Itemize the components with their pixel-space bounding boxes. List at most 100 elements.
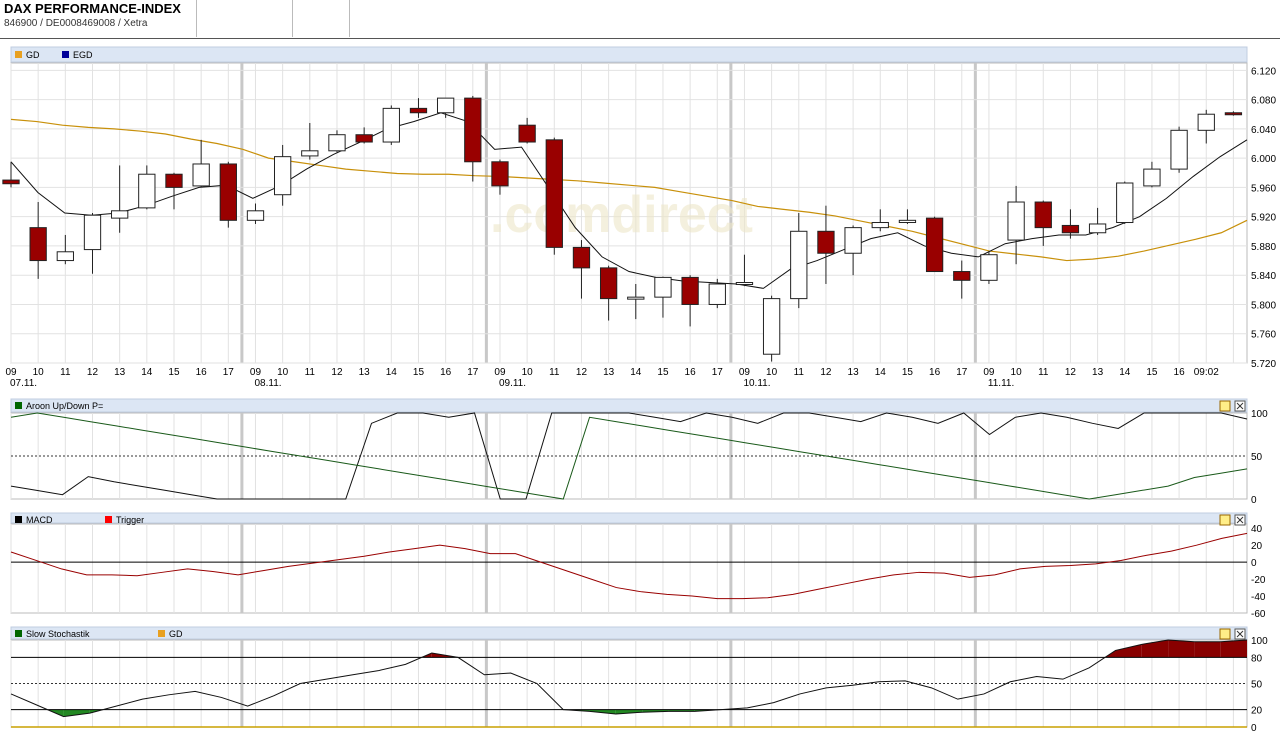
x-tick-label: 09 (5, 367, 17, 378)
candle-body (871, 222, 889, 229)
legend-label: MACD (26, 515, 53, 525)
gd-series-line (10, 118, 1248, 262)
candle-body (1088, 223, 1107, 234)
x-tick-label: 11 (305, 367, 316, 378)
y-tick-label: 5.840 (1251, 271, 1276, 282)
candle-body (1143, 168, 1161, 187)
header-divider (196, 0, 197, 37)
panel-header (10, 398, 1248, 413)
y-tick-label: 5.960 (1251, 183, 1276, 194)
panel-header (10, 512, 1248, 524)
candle-body (328, 134, 346, 152)
candle-body (817, 230, 835, 254)
y-tick-label: 50 (1251, 680, 1263, 691)
candle-body (599, 267, 618, 300)
candle-body (654, 276, 672, 298)
overbought-zone (1115, 644, 1142, 658)
candle-body (2, 179, 20, 185)
panel-title: Aroon Up/Down P= (26, 401, 103, 411)
y-tick-label: 80 (1251, 653, 1263, 664)
panel-settings-icon (1219, 514, 1231, 526)
legend-swatch (15, 402, 22, 409)
plot-area (10, 523, 1248, 614)
candle-body (355, 134, 373, 143)
y-tick-label: 100 (1251, 409, 1268, 420)
legend-swatch (15, 630, 22, 637)
candle-body (844, 227, 862, 254)
x-tick-label: 14 (1119, 367, 1131, 378)
candle-body (83, 214, 102, 251)
panel-header (10, 46, 1248, 63)
x-tick-label: 15 (1146, 367, 1158, 378)
x-tick-label: 10 (277, 367, 289, 378)
x-tick-label: 09:02 (1194, 367, 1219, 378)
y-tick-label: 6.040 (1251, 125, 1276, 136)
y-tick-label: 50 (1251, 452, 1263, 463)
legend-label: Trigger (116, 515, 144, 525)
candle-body (681, 276, 699, 305)
x-tick-label: 12 (576, 367, 588, 378)
x-tick-label: 14 (875, 367, 887, 378)
oversold-zone (615, 709, 643, 714)
y-tick-label: 5.880 (1251, 242, 1276, 253)
x-tick-label: 17 (223, 367, 235, 378)
legend-swatch (105, 516, 112, 523)
panel-header (10, 626, 1248, 640)
candle-body (1061, 224, 1080, 234)
x-tick-label: 15 (657, 367, 669, 378)
instrument-title: DAX PERFORMANCE-INDEX (4, 1, 181, 16)
candle-body (138, 173, 156, 209)
overbought-zone (1141, 640, 1169, 658)
candle-body (1034, 201, 1052, 229)
candle-body (1007, 201, 1025, 241)
overbought-zone (1220, 640, 1247, 658)
x-date-label: 10.11. (743, 378, 770, 389)
aroon-up-line (10, 412, 1248, 500)
y-tick-label: 100 (1251, 636, 1268, 647)
candle-body (409, 107, 428, 114)
x-tick-label: 17 (956, 367, 968, 378)
candle-body (1116, 182, 1134, 224)
x-tick-label: 13 (114, 367, 126, 378)
candle-body (898, 219, 917, 224)
x-tick-label: 16 (196, 367, 208, 378)
candle-body (491, 161, 509, 187)
y-tick-label: 40 (1251, 524, 1263, 535)
x-tick-label: 17 (467, 367, 479, 378)
x-tick-label: 11 (794, 367, 805, 378)
panel-settings-icon (1219, 628, 1231, 640)
x-tick-label: 16 (685, 367, 697, 378)
x-tick-label: 11 (60, 367, 71, 378)
x-tick-label: 11 (1038, 367, 1049, 378)
legend-label: GD (26, 50, 40, 60)
candle-body (246, 210, 265, 221)
legend-label: Slow Stochastik (26, 629, 90, 639)
candle-body (627, 296, 645, 300)
y-tick-label: 5.760 (1251, 330, 1276, 341)
candle-body (925, 217, 944, 273)
candle-body (165, 173, 183, 188)
x-tick-label: 16 (929, 367, 941, 378)
y-tick-label: -20 (1251, 575, 1266, 586)
x-date-label: 11.11. (988, 378, 1014, 389)
y-tick-label: 20 (1251, 706, 1263, 717)
y-tick-label: 5.920 (1251, 213, 1276, 224)
candle-body (56, 251, 74, 262)
x-tick-label: 15 (168, 367, 180, 378)
x-tick-label: 10 (33, 367, 45, 378)
x-tick-label: 11 (549, 367, 560, 378)
y-tick-label: 5.800 (1251, 300, 1276, 311)
candle-body (436, 97, 455, 114)
x-date-label: 08.11. (254, 378, 281, 389)
y-tick-label: -40 (1251, 592, 1266, 603)
x-tick-label: 13 (359, 367, 371, 378)
x-tick-label: 13 (1092, 367, 1104, 378)
candle-body (111, 210, 129, 219)
x-tick-label: 14 (141, 367, 153, 378)
header-divider (349, 0, 350, 37)
instrument-header: DAX PERFORMANCE-INDEX 846900 / DE0008469… (0, 0, 1280, 39)
candle-body (518, 124, 536, 143)
x-date-label: 07.11. (10, 378, 37, 389)
x-tick-label: 16 (440, 367, 452, 378)
x-tick-label: 15 (413, 367, 425, 378)
